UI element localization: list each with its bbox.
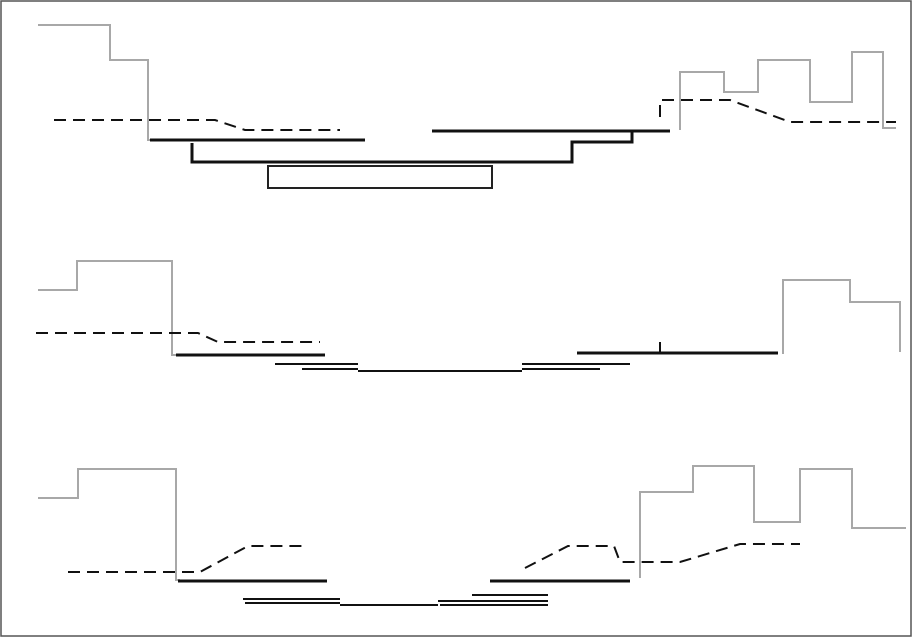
panel-top — [38, 24, 896, 189]
top-dashed-profile-right — [659, 99, 896, 123]
middle-solid-step-right — [522, 363, 630, 370]
bottom-solid-step-right — [438, 594, 548, 606]
panel-middle — [36, 260, 901, 372]
middle-gray-profile-right — [782, 279, 901, 354]
bottom-dashed-profile-left — [68, 545, 306, 573]
bottom-gray-profile-left — [38, 468, 180, 581]
top-gray-profile-right — [679, 51, 896, 130]
top-gray-profile-left — [38, 24, 153, 141]
bottom-solid-step-left — [243, 598, 340, 604]
bottom-gray-profile-right — [639, 465, 906, 578]
top-dashed-profile-left — [54, 119, 340, 131]
top-solid-channel — [190, 131, 634, 164]
middle-solid-step-left — [275, 363, 358, 370]
panel-bottom — [38, 465, 906, 606]
middle-gray-profile-left — [38, 260, 178, 356]
bottom-dashed-profile-right-a — [524, 543, 800, 569]
middle-dashed-profile — [36, 332, 320, 343]
top-rectangle-box — [267, 165, 493, 189]
